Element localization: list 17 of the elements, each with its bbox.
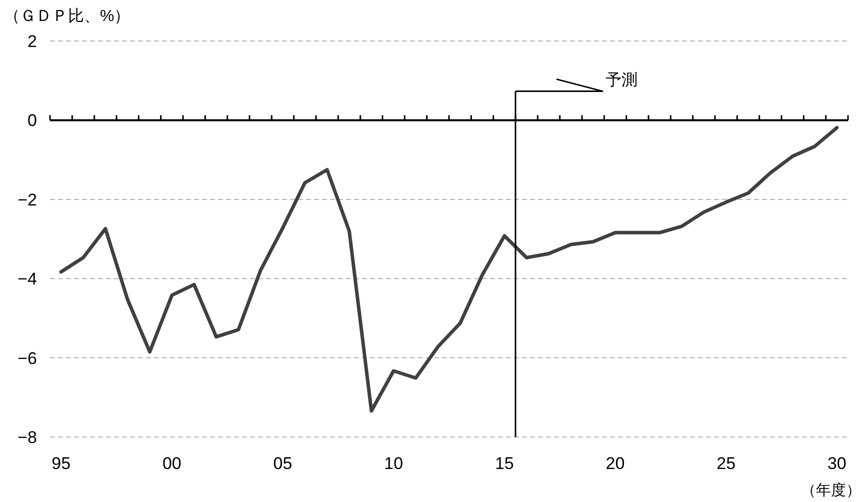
y-axis-title: （ＧＤＰ比、%） bbox=[4, 8, 130, 25]
y-tick-label: −4 bbox=[18, 270, 37, 289]
y-tick-label: −6 bbox=[18, 348, 37, 368]
y-tick-label: −2 bbox=[18, 190, 37, 210]
x-axis-title: （年度） bbox=[801, 482, 861, 499]
x-tick-label: 10 bbox=[384, 454, 404, 473]
x-tick-label: 95 bbox=[52, 454, 71, 473]
x-tick-label: 15 bbox=[494, 454, 514, 473]
y-tick-label: 2 bbox=[28, 32, 37, 51]
ref-line-label: 予測 bbox=[606, 72, 638, 90]
y-tick-label: 0 bbox=[28, 111, 37, 130]
x-tick-label: 25 bbox=[716, 454, 736, 473]
x-tick-label: 05 bbox=[273, 454, 292, 473]
x-tick-label: 30 bbox=[827, 454, 846, 473]
x-tick-label: 00 bbox=[162, 454, 182, 473]
y-tick-label: −8 bbox=[18, 428, 37, 447]
x-tick-label: 20 bbox=[606, 454, 625, 473]
